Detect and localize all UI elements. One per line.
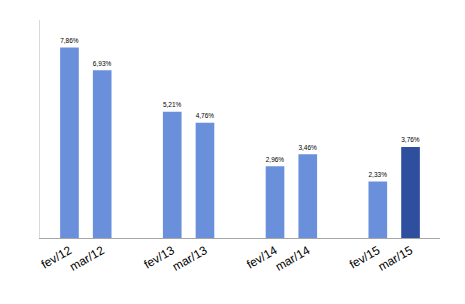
svg-text:6,93%: 6,93% — [93, 60, 112, 67]
svg-text:mar/14: mar/14 — [273, 243, 313, 274]
svg-text:mar/12: mar/12 — [67, 243, 107, 274]
svg-text:3,76%: 3,76% — [401, 136, 420, 143]
svg-text:7,86%: 7,86% — [60, 37, 79, 44]
svg-text:fev/14: fev/14 — [244, 243, 280, 272]
svg-text:3,46%: 3,46% — [298, 144, 317, 151]
svg-text:fev/12: fev/12 — [39, 243, 75, 272]
svg-text:4,76%: 4,76% — [196, 112, 215, 119]
svg-text:mar/15: mar/15 — [376, 243, 416, 274]
svg-text:mar/13: mar/13 — [170, 243, 210, 274]
svg-text:2,33%: 2,33% — [368, 171, 387, 178]
svg-text:2,96%: 2,96% — [266, 156, 285, 163]
svg-text:fev/15: fev/15 — [347, 243, 383, 272]
svg-text:5,21%: 5,21% — [163, 101, 182, 108]
svg-text:fev/13: fev/13 — [141, 243, 177, 272]
